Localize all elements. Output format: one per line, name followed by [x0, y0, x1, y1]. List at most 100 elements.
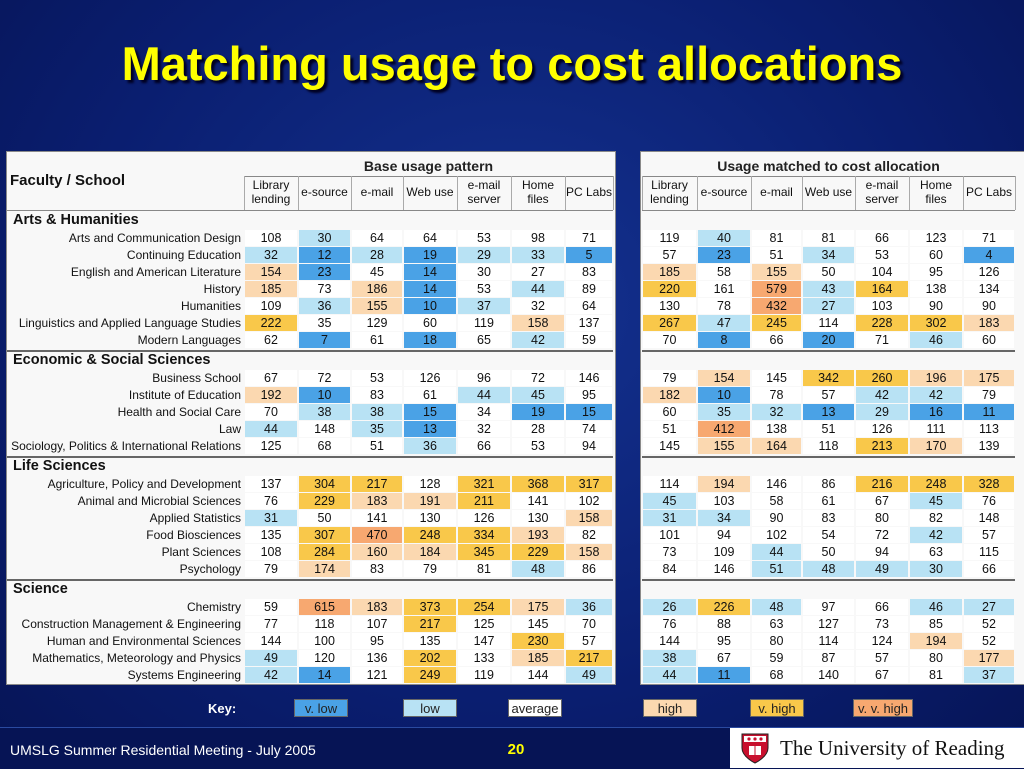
matched-value-cell: 73 [856, 616, 908, 632]
column-rule [565, 176, 566, 210]
section-rule [642, 456, 1015, 458]
base-value-cell: 35 [352, 421, 402, 437]
base-value-cell: 10 [299, 387, 350, 403]
department-label: English and American Literature [70, 264, 241, 279]
matched-value-cell: 44 [752, 544, 801, 560]
department-label: Plant Sciences [161, 544, 241, 559]
matched-value-cell: 213 [856, 438, 908, 454]
base-value-cell: 68 [299, 438, 350, 454]
base-value-cell: 158 [566, 510, 612, 526]
base-value-cell: 186 [352, 281, 402, 297]
base-value-cell: 37 [458, 298, 510, 314]
base-value-cell: 119 [458, 667, 510, 683]
base-value-cell: 71 [566, 230, 612, 246]
base-value-cell: 222 [245, 315, 297, 331]
base-table-title: Base usage pattern [363, 158, 494, 174]
base-value-cell: 130 [512, 510, 564, 526]
matched-value-cell: 85 [910, 616, 962, 632]
title-rule [244, 176, 613, 177]
matched-value-cell: 228 [856, 315, 908, 331]
header-rule [642, 210, 1015, 211]
base-value-cell: 130 [404, 510, 456, 526]
column-header-text: e-mail [360, 185, 394, 199]
matched-value-cell: 81 [803, 230, 854, 246]
base-value-cell: 95 [566, 387, 612, 403]
department-label: Chemistry [186, 599, 241, 614]
base-value-cell: 81 [458, 561, 510, 577]
base-value-cell: 32 [512, 298, 564, 314]
base-value-cell: 14 [404, 281, 456, 297]
column-header-text: e-source [700, 185, 748, 199]
base-value-cell: 45 [352, 264, 402, 280]
column-header-1: e-source [697, 176, 751, 208]
base-value-cell: 31 [245, 510, 297, 526]
column-rule [244, 176, 245, 210]
matched-value-cell: 182 [643, 387, 696, 403]
column-header-text: Home [521, 178, 554, 192]
base-value-cell: 108 [245, 230, 297, 246]
matched-value-cell: 80 [856, 510, 908, 526]
matched-value-cell: 38 [643, 650, 696, 666]
base-value-cell: 67 [245, 370, 297, 386]
base-value-cell: 60 [404, 315, 456, 331]
base-value-cell: 373 [404, 599, 456, 615]
key-swatch-low: low [403, 699, 457, 717]
column-header-text: server [865, 192, 899, 206]
column-header-6: PC Labs [565, 176, 613, 208]
matched-value-cell: 104 [856, 264, 908, 280]
matched-value-cell: 81 [910, 667, 962, 683]
column-rule [802, 176, 803, 210]
matched-value-cell: 194 [910, 633, 962, 649]
section-label: Science [13, 580, 68, 597]
matched-value-cell: 61 [803, 493, 854, 509]
base-value-cell: 82 [566, 527, 612, 543]
column-rule [642, 176, 643, 210]
base-value-cell: 174 [299, 561, 350, 577]
matched-value-cell: 88 [698, 616, 750, 632]
matched-value-cell: 60 [643, 404, 696, 420]
base-value-cell: 95 [352, 633, 402, 649]
matched-value-cell: 81 [752, 230, 801, 246]
matched-value-cell: 79 [964, 387, 1014, 403]
matched-value-cell: 67 [698, 650, 750, 666]
matched-value-cell: 302 [910, 315, 962, 331]
base-value-cell: 23 [299, 264, 350, 280]
matched-value-cell: 114 [643, 476, 696, 492]
matched-value-cell: 45 [643, 493, 696, 509]
department-label: Human and Environmental Sciences [46, 633, 241, 648]
base-value-cell: 317 [566, 476, 612, 492]
matched-value-cell: 432 [752, 298, 801, 314]
matched-value-cell: 94 [856, 544, 908, 560]
matched-value-cell: 46 [910, 599, 962, 615]
matched-value-cell: 66 [964, 561, 1014, 577]
matched-value-cell: 130 [643, 298, 696, 314]
matched-value-cell: 4 [964, 247, 1014, 263]
matched-value-cell: 579 [752, 281, 801, 297]
matched-value-cell: 34 [803, 247, 854, 263]
matched-value-cell: 196 [910, 370, 962, 386]
matched-value-cell: 34 [698, 510, 750, 526]
base-value-cell: 61 [404, 387, 456, 403]
base-value-cell: 137 [245, 476, 297, 492]
matched-value-cell: 49 [856, 561, 908, 577]
matched-value-cell: 44 [643, 667, 696, 683]
key-swatch-high: high [643, 699, 697, 717]
column-header-text: e-mail [760, 185, 793, 199]
column-header-text: lending [251, 192, 291, 206]
matched-value-cell: 155 [698, 438, 750, 454]
matched-value-cell: 138 [752, 421, 801, 437]
matched-value-cell: 95 [698, 633, 750, 649]
matched-value-cell: 260 [856, 370, 908, 386]
matched-value-cell: 42 [910, 527, 962, 543]
key-swatch-vhigh: v. high [750, 699, 804, 717]
base-value-cell: 33 [512, 247, 564, 263]
base-value-cell: 34 [458, 404, 510, 420]
base-value-cell: 18 [404, 332, 456, 348]
department-label: Systems Engineering [127, 667, 241, 682]
matched-value-cell: 66 [856, 599, 908, 615]
matched-usage-table: Usage matched to cost allocation Library l… [640, 151, 1024, 685]
matched-value-cell: 82 [910, 510, 962, 526]
matched-value-cell: 114 [803, 633, 854, 649]
base-value-cell: 334 [458, 527, 510, 543]
matched-value-cell: 67 [856, 667, 908, 683]
